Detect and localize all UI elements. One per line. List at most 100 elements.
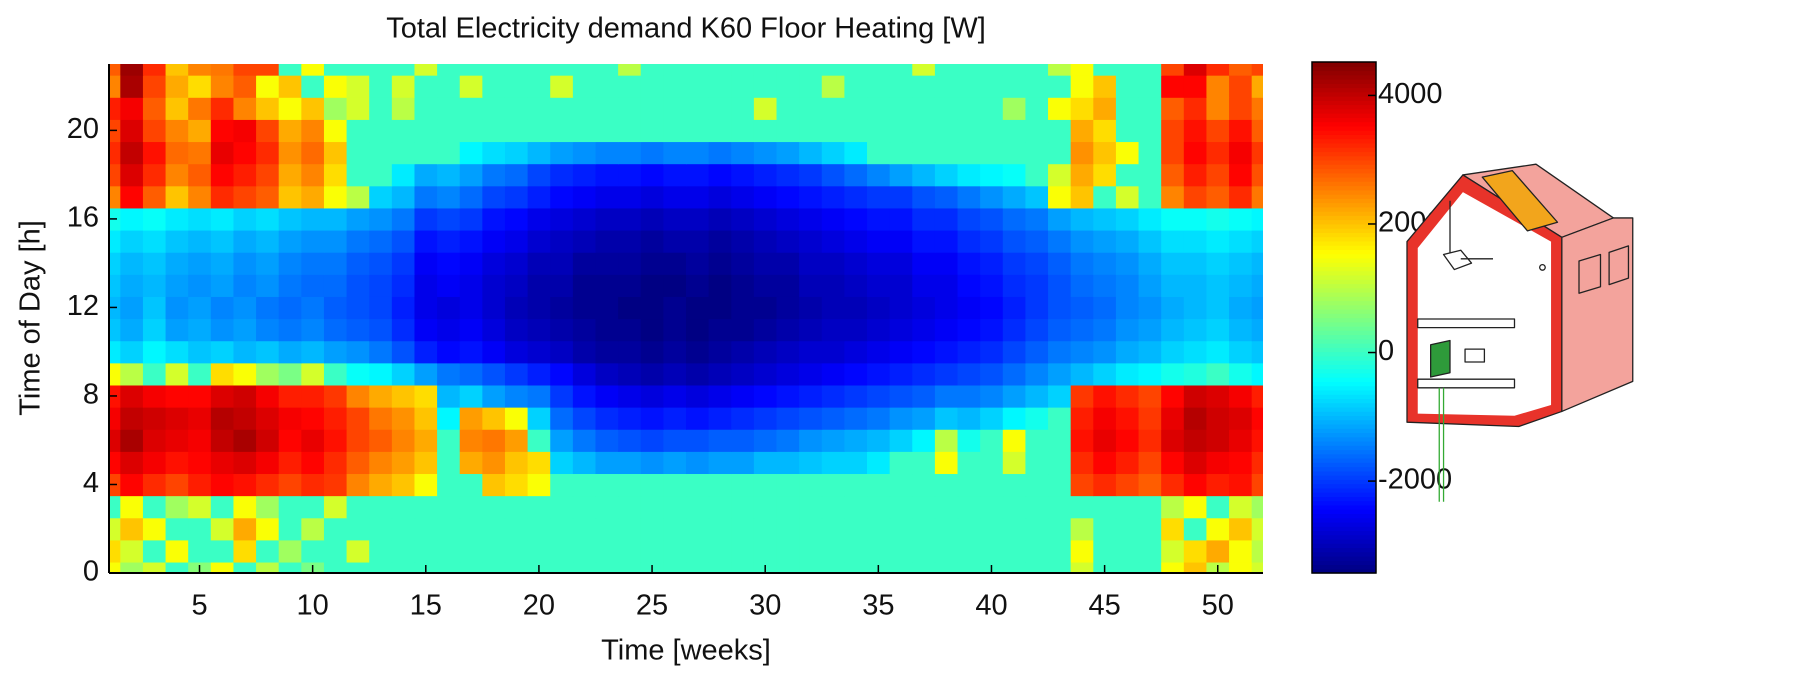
y-tick-label: 4 bbox=[83, 467, 99, 499]
colorbar-swatch bbox=[1312, 462, 1376, 468]
heat-cell bbox=[595, 384, 619, 408]
heat-cell bbox=[527, 64, 551, 76]
heat-cell bbox=[1206, 495, 1230, 519]
heat-cell bbox=[120, 362, 144, 386]
heat-cell bbox=[889, 318, 913, 342]
heat-cell bbox=[165, 473, 189, 497]
heat-cell bbox=[867, 141, 891, 165]
heat-cell bbox=[1025, 274, 1049, 297]
heat-cell bbox=[1183, 207, 1208, 231]
heat-cell bbox=[821, 340, 845, 364]
heat-cell bbox=[1002, 229, 1027, 253]
heat-cell bbox=[210, 451, 235, 475]
heat-cell bbox=[414, 252, 438, 275]
heat-cell bbox=[414, 141, 438, 165]
heat-cell bbox=[1161, 362, 1185, 386]
heat-cell bbox=[753, 539, 778, 563]
colorbar-swatch bbox=[1312, 560, 1376, 566]
heat-cell bbox=[165, 185, 189, 209]
heat-cell bbox=[1251, 473, 1263, 497]
heat-cell bbox=[550, 362, 574, 386]
heat-cell bbox=[504, 97, 529, 120]
heat-cell bbox=[1048, 229, 1072, 253]
heat-cell bbox=[369, 207, 393, 231]
heat-cell bbox=[686, 473, 710, 497]
y-tick-label: 20 bbox=[67, 113, 99, 145]
heat-cell bbox=[482, 517, 506, 541]
heat-cell bbox=[708, 384, 732, 408]
heat-cell bbox=[1048, 318, 1072, 342]
heat-cell bbox=[482, 163, 506, 187]
heat-cell bbox=[459, 318, 483, 342]
colorbar-swatch bbox=[1312, 385, 1376, 391]
heat-cell bbox=[323, 561, 348, 573]
heat-cell bbox=[934, 473, 959, 497]
heat-cell bbox=[414, 429, 438, 452]
heat-cell bbox=[1206, 517, 1230, 541]
heat-cell bbox=[210, 119, 235, 143]
heat-cell bbox=[550, 274, 574, 297]
heat-cell bbox=[323, 451, 348, 475]
heat-cell bbox=[504, 229, 529, 253]
heat-cell bbox=[844, 75, 868, 98]
heat-cell bbox=[1025, 495, 1049, 519]
heat-cell bbox=[1070, 64, 1094, 76]
heat-cell bbox=[323, 229, 348, 253]
heat-cell bbox=[1093, 97, 1117, 120]
heat-cell bbox=[527, 207, 551, 231]
heat-cell bbox=[1002, 473, 1027, 497]
heat-cell bbox=[256, 141, 280, 165]
heat-cell bbox=[1115, 252, 1140, 275]
heat-cell bbox=[1002, 97, 1027, 120]
heat-cell bbox=[1229, 473, 1253, 497]
heat-cell bbox=[323, 318, 348, 342]
heat-cell bbox=[256, 185, 280, 209]
heat-cell bbox=[1048, 340, 1072, 364]
heat-cell bbox=[663, 340, 687, 364]
colorbar-swatch bbox=[1312, 415, 1376, 421]
heat-cell bbox=[957, 185, 981, 209]
heat-cell bbox=[663, 252, 687, 275]
heat-cell bbox=[233, 384, 257, 408]
heat-cell bbox=[142, 340, 167, 364]
heat-cell bbox=[663, 75, 687, 98]
colorbar-swatch bbox=[1312, 377, 1376, 382]
heat-cell bbox=[142, 163, 167, 187]
heat-cell bbox=[821, 64, 845, 76]
heat-cell bbox=[346, 561, 370, 573]
heat-cell bbox=[753, 252, 778, 275]
heat-cell bbox=[550, 119, 574, 143]
heat-cell bbox=[369, 451, 393, 475]
colorbar-swatch bbox=[1312, 509, 1376, 514]
heat-cell bbox=[369, 252, 393, 275]
heat-cell bbox=[210, 274, 235, 297]
heat-cell bbox=[369, 473, 393, 497]
heat-cell bbox=[391, 340, 416, 364]
heat-cell bbox=[731, 64, 755, 76]
heat-cell bbox=[889, 362, 913, 386]
colorbar-swatch bbox=[1312, 428, 1376, 434]
heat-cell bbox=[1161, 163, 1185, 187]
colorbar-swatch bbox=[1312, 245, 1376, 250]
heat-cell bbox=[1206, 75, 1230, 98]
colorbar-swatch bbox=[1312, 364, 1376, 370]
heat-cell bbox=[527, 340, 551, 364]
heat-cell bbox=[1138, 561, 1162, 573]
heat-cell bbox=[708, 407, 732, 430]
heat-cell bbox=[482, 539, 506, 563]
heat-cell bbox=[618, 407, 642, 430]
heat-cell bbox=[188, 119, 212, 143]
heat-cell bbox=[572, 495, 597, 519]
heat-cell bbox=[391, 451, 416, 475]
heat-cell bbox=[867, 451, 891, 475]
heat-cell bbox=[437, 495, 461, 519]
heat-cell bbox=[188, 207, 212, 231]
heat-cell bbox=[572, 473, 597, 497]
heat-cell bbox=[844, 407, 868, 430]
heat-cell bbox=[301, 141, 325, 165]
heat-cell bbox=[414, 274, 438, 297]
interior bbox=[1417, 192, 1552, 416]
floor bbox=[1417, 378, 1516, 389]
heat-cell bbox=[1002, 362, 1027, 386]
heat-cell bbox=[867, 185, 891, 209]
